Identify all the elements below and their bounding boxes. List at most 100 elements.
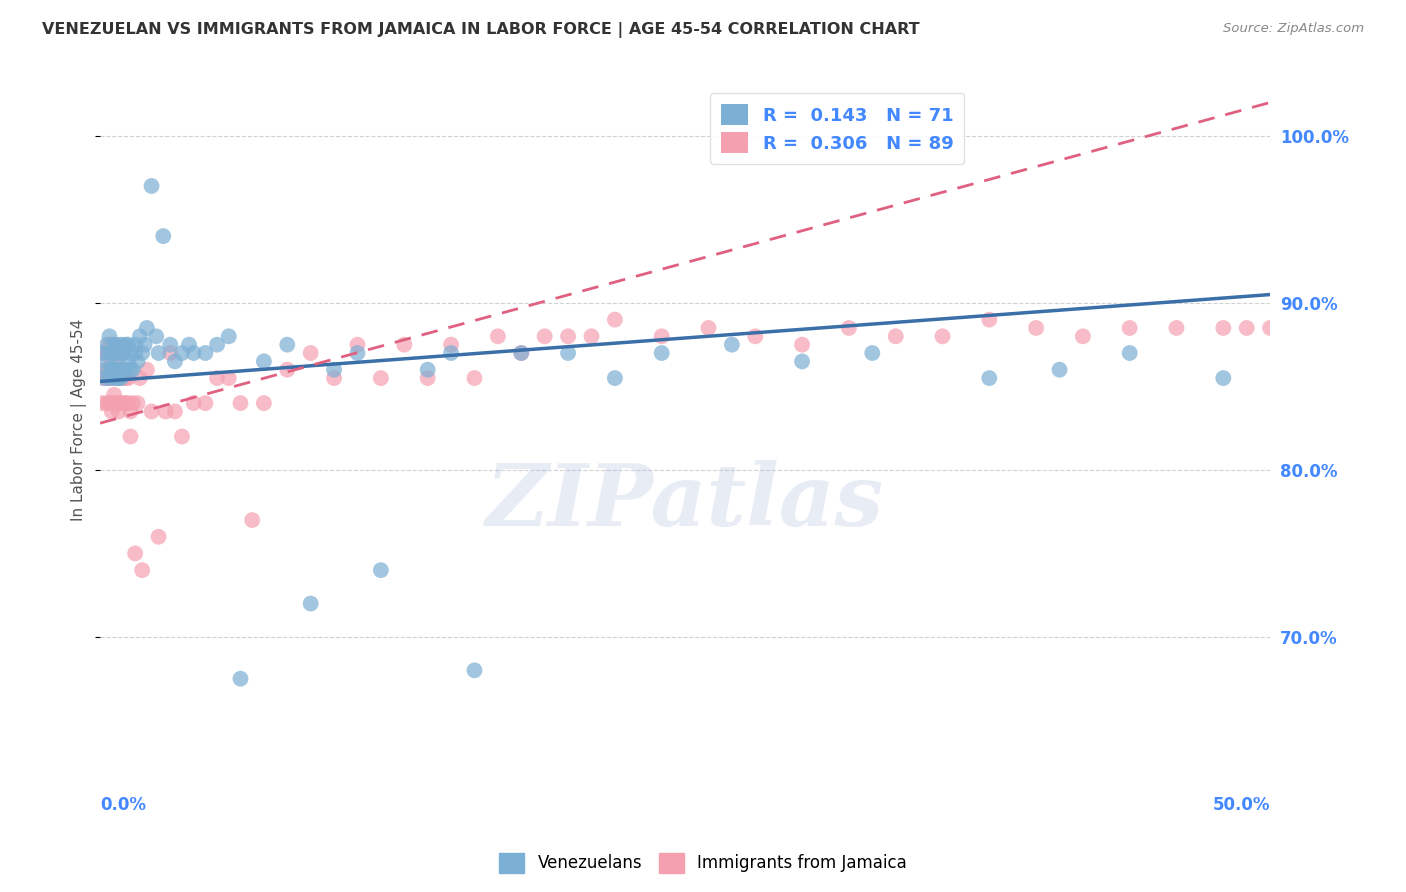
Point [98,329,121,343]
Point [103,388,125,402]
Point [114,362,136,376]
Point [100,404,122,418]
Point [107,346,129,360]
Point [131,563,153,577]
Point [276,337,298,351]
Point [98,346,121,360]
Point [218,329,240,343]
Point [120,404,142,418]
Point [183,396,205,410]
Point [205,371,228,385]
Point [152,229,174,244]
Point [394,337,416,351]
Point [1212,321,1234,335]
Point [96,362,118,376]
Point [98,362,121,376]
Text: VENEZUELAN VS IMMIGRANTS FROM JAMAICA IN LABOR FORCE | AGE 45-54 CORRELATION CHA: VENEZUELAN VS IMMIGRANTS FROM JAMAICA IN… [42,22,920,38]
Point [979,371,1001,385]
Point [603,371,626,385]
Point [1071,329,1094,343]
Point [100,371,122,385]
Point [177,337,200,351]
Point [135,321,157,335]
Point [120,346,142,360]
Point [557,346,579,360]
Point [1025,321,1047,335]
Point [253,396,276,410]
Point [346,346,368,360]
Point [94,346,117,360]
Point [107,396,129,410]
Y-axis label: In Labor Force | Age 45-54: In Labor Force | Age 45-54 [72,318,87,521]
Point [98,337,121,351]
Text: ZIPatlas: ZIPatlas [486,460,884,544]
Point [117,354,139,368]
Point [100,362,122,376]
Point [98,371,121,385]
Point [105,396,128,410]
Point [183,346,205,360]
Point [96,371,118,385]
Point [91,371,114,385]
Point [1118,321,1140,335]
Point [790,337,813,351]
Point [131,346,153,360]
Point [96,337,118,351]
Point [114,396,136,410]
Point [103,396,125,410]
Point [790,354,813,368]
Point [128,329,150,343]
Point [229,672,252,686]
Point [100,396,122,410]
Point [105,371,128,385]
Point [838,321,860,335]
Point [124,546,146,560]
Point [370,563,392,577]
Point [127,396,149,410]
Point [145,329,167,343]
Point [1166,321,1188,335]
Point [96,346,118,360]
Point [416,371,439,385]
Point [533,329,555,343]
Point [100,354,122,368]
Point [240,513,263,527]
Point [114,337,136,351]
Point [979,312,1001,326]
Point [463,664,485,678]
Point [205,337,228,351]
Point [299,597,322,611]
Point [141,179,163,194]
Point [110,371,132,385]
Point [163,404,186,418]
Point [135,362,157,376]
Point [323,362,346,376]
Text: Source: ZipAtlas.com: Source: ZipAtlas.com [1223,22,1364,36]
Point [121,362,143,376]
Point [117,396,139,410]
Point [112,396,135,410]
Point [103,371,125,385]
Point [510,346,533,360]
Point [159,346,181,360]
Point [1049,362,1071,376]
Point [105,354,128,368]
Point [163,354,186,368]
Point [170,346,193,360]
Legend: R =  0.143   N = 71, R =  0.306   N = 89: R = 0.143 N = 71, R = 0.306 N = 89 [710,94,965,164]
Point [134,337,156,351]
Point [103,362,125,376]
Point [229,396,252,410]
Point [117,371,139,385]
Text: 0.0%: 0.0% [100,797,146,814]
Point [346,337,368,351]
Point [110,346,132,360]
Point [299,346,322,360]
Point [105,346,128,360]
Point [416,362,439,376]
Point [110,337,132,351]
Point [276,362,298,376]
Point [107,404,129,418]
Point [100,337,122,351]
Point [107,362,129,376]
